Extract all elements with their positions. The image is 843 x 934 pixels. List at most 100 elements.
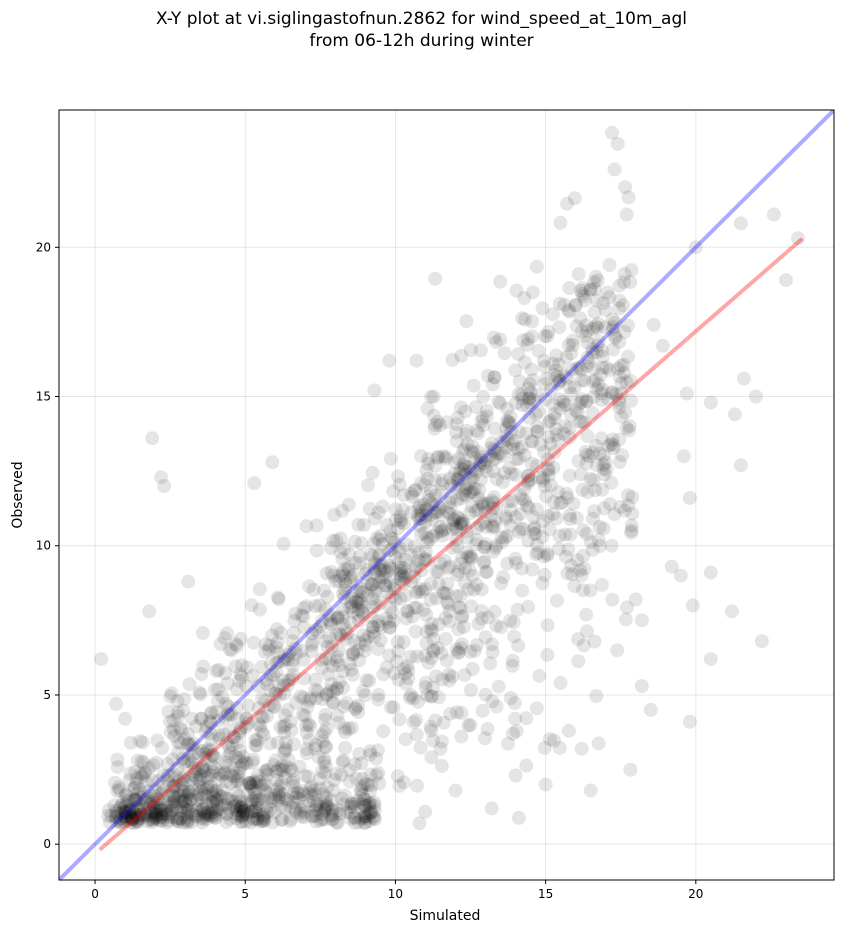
data-point: [215, 690, 230, 704]
data-point: [177, 794, 192, 809]
data-point: [382, 353, 397, 368]
data-point: [617, 503, 632, 518]
data-point: [148, 804, 163, 818]
data-point: [558, 419, 573, 434]
data-point: [411, 545, 426, 560]
data-point: [246, 803, 261, 818]
data-point: [423, 592, 438, 607]
data-point: [202, 714, 217, 729]
data-point: [504, 424, 519, 439]
data-point: [411, 553, 426, 568]
data-point: [272, 678, 287, 693]
data-point: [407, 539, 422, 554]
data-point: [536, 549, 551, 564]
data-point: [580, 429, 595, 443]
data-point: [575, 286, 590, 301]
data-point: [357, 644, 372, 658]
data-point: [129, 793, 144, 808]
data-point: [411, 508, 425, 523]
data-point: [604, 475, 619, 490]
data-point: [463, 343, 478, 358]
chart-title-line1: X-Y plot at vi.siglingastofnun.2862 for …: [155, 9, 687, 29]
data-point: [286, 786, 301, 801]
data-point: [576, 548, 591, 563]
data-point: [437, 553, 452, 568]
data-point: [367, 556, 382, 571]
data-point: [379, 611, 394, 626]
data-point: [535, 576, 550, 591]
data-point: [141, 761, 156, 775]
data-point: [598, 320, 613, 335]
data-point: [791, 231, 805, 246]
data-point: [362, 806, 377, 821]
data-point: [212, 766, 227, 781]
data-point: [548, 421, 563, 436]
data-point: [383, 523, 398, 538]
data-point: [161, 788, 176, 803]
data-point: [561, 303, 576, 318]
data-point: [479, 564, 494, 579]
data-point: [184, 755, 199, 770]
data-point: [197, 809, 212, 824]
data-point: [474, 450, 488, 464]
data-point: [228, 785, 243, 800]
data-point: [597, 467, 612, 482]
data-point: [515, 398, 530, 413]
data-point: [438, 449, 453, 464]
data-point: [679, 386, 694, 401]
data-point: [621, 488, 636, 503]
data-point: [525, 562, 540, 577]
data-point: [540, 546, 555, 561]
data-point: [435, 477, 449, 491]
data-point: [207, 760, 222, 775]
data-point: [599, 463, 614, 477]
data-point: [184, 711, 199, 726]
data-point: [272, 654, 287, 669]
data-point: [383, 575, 398, 590]
data-point: [568, 403, 583, 418]
data-point: [326, 696, 341, 710]
data-point: [461, 582, 476, 597]
data-point: [178, 774, 193, 789]
data-point: [398, 732, 413, 747]
data-point: [479, 453, 494, 468]
data-point: [622, 419, 637, 433]
data-point: [401, 671, 416, 686]
data-point: [600, 391, 615, 406]
data-point: [501, 494, 516, 509]
data-point: [464, 599, 479, 614]
data-point: [327, 773, 342, 787]
data-point: [223, 746, 238, 761]
data-point: [409, 600, 424, 615]
data-point: [522, 395, 537, 410]
data-point: [359, 673, 374, 688]
data-point: [489, 501, 504, 516]
data-point: [320, 639, 335, 654]
data-point: [462, 485, 477, 500]
data-point: [335, 503, 350, 518]
data-point: [393, 572, 408, 587]
data-point: [366, 620, 380, 635]
data-point: [529, 502, 544, 517]
data-point: [185, 772, 200, 787]
data-point: [164, 803, 179, 818]
data-point: [424, 616, 439, 631]
data-point: [521, 391, 536, 406]
data-point: [459, 524, 474, 539]
data-point: [619, 420, 634, 435]
data-point: [257, 783, 272, 798]
data-point: [499, 421, 514, 436]
data-point: [186, 741, 201, 756]
data-point: [407, 600, 422, 615]
data-point: [380, 564, 395, 579]
data-point: [313, 813, 328, 828]
data-point: [398, 588, 413, 603]
data-point: [371, 642, 386, 657]
data-point: [588, 483, 603, 498]
data-point: [391, 469, 405, 484]
data-point: [606, 342, 621, 357]
data-point: [511, 387, 526, 402]
data-point: [508, 396, 523, 411]
data-point: [131, 801, 146, 816]
data-point: [112, 782, 127, 797]
